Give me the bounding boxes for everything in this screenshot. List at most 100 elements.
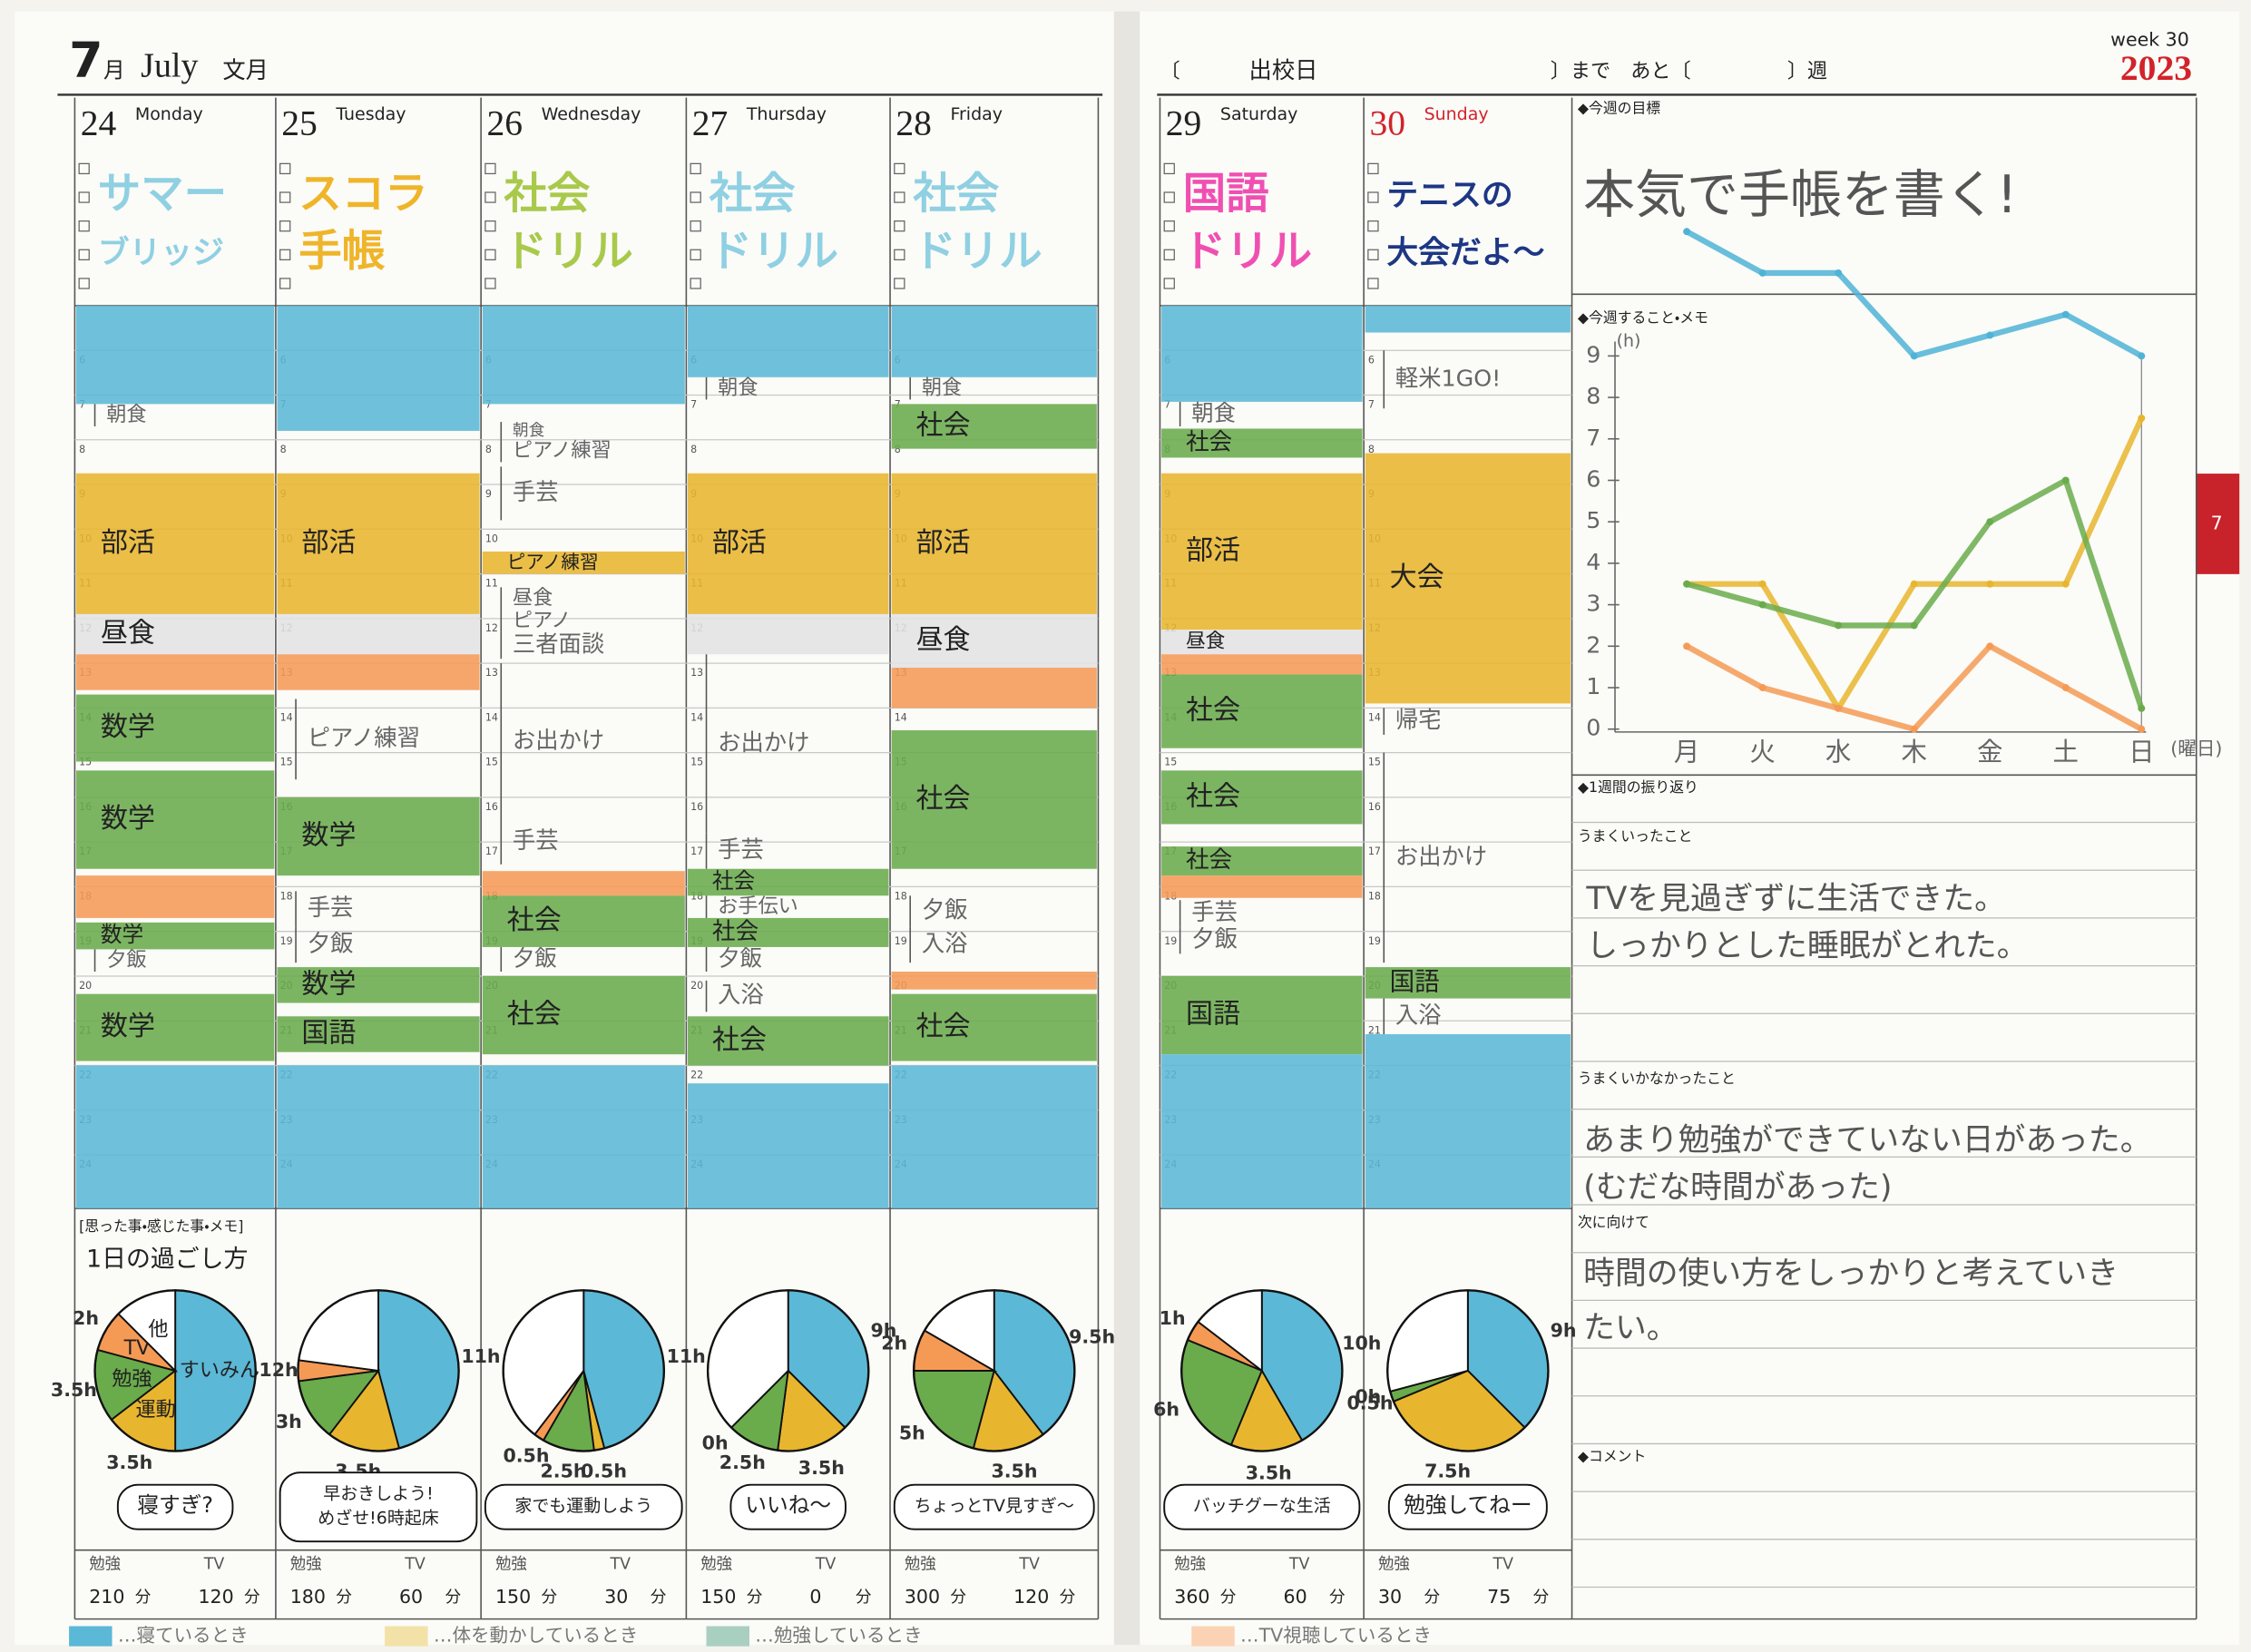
year: 2023 <box>2120 48 2192 88</box>
data-point <box>1683 642 1691 650</box>
legend-swatch <box>1191 1626 1235 1647</box>
schedule-block <box>75 654 275 690</box>
hour-label: 8 <box>280 444 287 455</box>
schedule-block <box>75 1065 275 1209</box>
stat-value: 60 <box>1284 1586 1307 1608</box>
checkbox <box>279 220 291 232</box>
checkbox <box>894 162 905 175</box>
schedule-block <box>1161 428 1363 458</box>
hour-label: 7 <box>79 399 85 411</box>
pie-label: 2.5h <box>541 1461 587 1482</box>
comment-bubble <box>1163 1483 1361 1530</box>
pie-label: 3.5h <box>798 1457 845 1479</box>
hour-label: 10 <box>485 533 498 544</box>
schedule-block <box>277 797 480 876</box>
todo-text: 国語 <box>1183 170 1269 220</box>
schedule-block <box>277 613 480 655</box>
review-text: あまり勉強ができていない日があった。 <box>1583 1122 2151 1158</box>
note-label: 夕飯 <box>106 948 146 972</box>
stat-unit: 分 <box>244 1588 259 1607</box>
hour-label: 16 <box>1368 801 1381 813</box>
checkbox <box>78 162 90 175</box>
note-label: 帰宅 <box>1395 707 1442 733</box>
data-point <box>1910 352 1918 360</box>
stat-unit: 分 <box>651 1588 666 1607</box>
block-label: 大会 <box>1390 562 1444 593</box>
schedule-block <box>482 551 685 574</box>
gutter <box>1113 11 1140 1646</box>
block-label: 社会 <box>712 1024 767 1056</box>
x-tick-label: 土 <box>2053 738 2079 767</box>
pie-label: 2h <box>73 1307 99 1329</box>
data-point <box>1835 621 1843 630</box>
note-label: 手芸 <box>1191 899 1238 925</box>
pie-name: すいみん <box>180 1358 260 1382</box>
section-heading: うまくいったこと <box>1578 827 1693 845</box>
data-point <box>1758 580 1767 588</box>
data-point <box>1683 580 1691 588</box>
pie-label: 0.5h <box>503 1445 549 1467</box>
schedule-block <box>891 613 1097 669</box>
hour-label: 16 <box>690 801 703 813</box>
block-label: 数学 <box>301 820 356 852</box>
note-label: 夕飯 <box>922 897 968 924</box>
stat-label: TV <box>610 1555 631 1573</box>
schedule-block <box>1161 875 1363 898</box>
pie-label: 11h <box>667 1345 706 1367</box>
block-label: 昼食 <box>101 618 155 650</box>
stat-value: 180 <box>290 1586 326 1608</box>
stat-value: 120 <box>198 1586 233 1608</box>
block-label: 社会 <box>916 1011 971 1042</box>
schedule-block <box>1161 630 1363 655</box>
data-point <box>1910 621 1918 630</box>
note-label: 三者面談 <box>513 630 604 657</box>
day-date: 30 <box>1369 103 1405 142</box>
data-point <box>1835 269 1843 277</box>
block-label: 国語 <box>1390 966 1440 996</box>
checkbox <box>1367 162 1379 175</box>
hour-label: 14 <box>1368 711 1381 723</box>
month-en: July <box>141 47 198 85</box>
data-point <box>1758 601 1767 609</box>
note-label: 夕飯 <box>718 944 762 971</box>
todo-text: 社会 <box>912 170 999 220</box>
data-point <box>2061 580 2070 588</box>
schedule-block <box>891 1065 1097 1209</box>
note-label: お出かけ <box>513 727 604 753</box>
note-label: ピアノ練習 <box>513 439 612 463</box>
comment-text: いいね〜 <box>745 1492 831 1518</box>
hour-label: 7 <box>690 399 697 411</box>
pie-label: 3.5h <box>991 1461 1037 1482</box>
schedule-block <box>1365 967 1571 999</box>
stat-value: 30 <box>604 1586 628 1608</box>
countdown-open: 〔 <box>1160 60 1179 83</box>
pie-label: 9h <box>870 1319 896 1341</box>
pie-outline <box>502 1289 666 1452</box>
hour-label: 6 <box>1368 354 1375 366</box>
schedule-block <box>75 613 275 655</box>
month-tab-label: 7 <box>2211 512 2223 533</box>
block-label: 部活 <box>1186 534 1240 566</box>
x-tick-label: 木 <box>1901 738 1926 767</box>
month: 7 <box>69 31 103 88</box>
block-label: ピアノ練習 <box>507 551 599 572</box>
checkbox <box>690 220 701 232</box>
schedule-block <box>891 473 1097 614</box>
stat-value: 30 <box>1378 1586 1402 1608</box>
data-point <box>1835 704 1843 712</box>
pie-outline <box>1180 1289 1344 1452</box>
review-text: TVを見過ぎずに生活できた。 <box>1585 881 2006 917</box>
stat-label: 勉強 <box>1174 1555 1206 1573</box>
countdown-mid: 〕まで あと〔 <box>1551 60 1691 83</box>
stat-value: 360 <box>1174 1586 1209 1608</box>
note-label: 手芸 <box>718 836 764 863</box>
todo-text: ドリル <box>1183 227 1312 277</box>
hour-label: 19 <box>1368 935 1381 947</box>
countdown-close: 〕週 <box>1787 60 1827 83</box>
section-heading: ◆コメント <box>1578 1447 1646 1464</box>
comment-bubble <box>116 1483 234 1530</box>
comment-text: 寝すぎ? <box>137 1492 213 1518</box>
stat-unit: 分 <box>1424 1588 1440 1607</box>
stat-value: 0 <box>809 1586 821 1608</box>
x-axis-label: (曜日) <box>2170 738 2222 759</box>
